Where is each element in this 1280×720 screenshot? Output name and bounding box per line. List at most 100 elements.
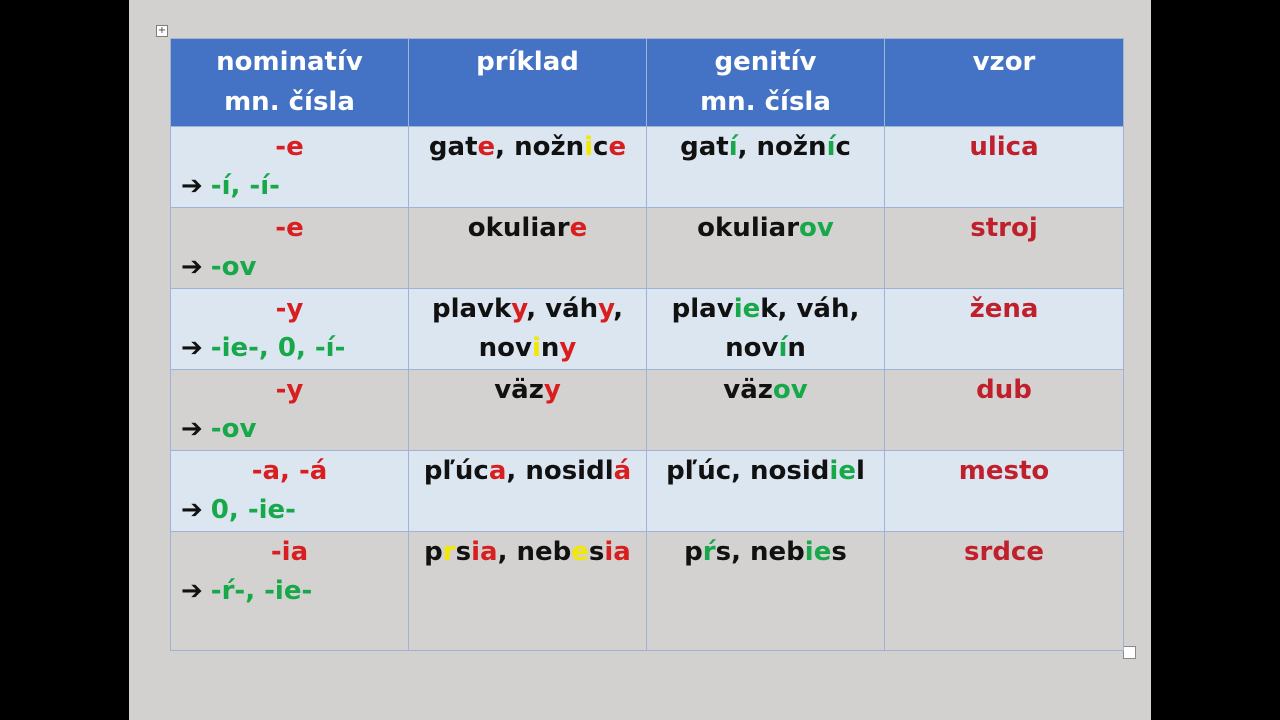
genitiv-ending: -ie-, 0, -í-: [210, 333, 346, 363]
genitiv-ending-line: ➔ -ie-, 0, -í-: [172, 329, 408, 368]
genitiv-ending-line: ➔ -ov: [172, 248, 408, 287]
table-row: -a, -á ➔ 0, -ie-pľúca, nosidlá pľúc, nosidi…: [170, 450, 1124, 532]
genitiv-line: pľúc, nosidiel: [648, 452, 884, 491]
priklad-cell: väzy: [408, 369, 647, 451]
nominativ-cell: -ia ➔ -ŕ-, -ie-: [170, 531, 409, 651]
genitiv-ending-highlight: í: [778, 333, 788, 363]
vzor-cell-content: žena: [886, 290, 1123, 330]
genitiv-cell: plaviek, váh, novín: [646, 288, 885, 370]
genitiv-ending: -ov: [210, 414, 257, 444]
priklad-ending-highlight: e: [571, 537, 589, 567]
genitiv-ending-highlight: ov: [799, 213, 834, 243]
genitiv-ending: 0, -ie-: [210, 495, 296, 525]
vzor-cell: stroj: [884, 207, 1124, 289]
priklad-cell: okuliare: [408, 207, 647, 289]
priklad-cell-content: plavky, váhy, noviny: [410, 290, 646, 369]
priklad-stem: gat: [428, 132, 478, 162]
nominativ-cell-content: -a, -á ➔ 0, -ie-: [172, 452, 408, 531]
priklad-stem: nov: [478, 333, 532, 363]
vzor-cell-content: mesto: [886, 452, 1123, 492]
vzor-word: mesto: [958, 456, 1050, 486]
vzor-cell: ulica: [884, 126, 1124, 208]
genitiv-ending-highlight: ov: [772, 375, 808, 405]
priklad-line: noviny: [410, 329, 646, 368]
arrow-icon: ➔: [181, 171, 203, 201]
genitiv-stem: plav: [671, 294, 734, 324]
table-move-handle-icon[interactable]: +: [156, 25, 168, 37]
priklad-stem: , váh: [526, 294, 599, 324]
nominativ-cell: -y ➔ -ov: [170, 369, 409, 451]
genitiv-cell-content: pŕs, nebies: [648, 533, 884, 573]
priklad-ending-highlight: y: [543, 375, 561, 405]
header-genitiv-line2: mn. čísla: [700, 87, 831, 117]
genitiv-cell: pŕs, nebies: [646, 531, 885, 651]
nominativ-cell-content: -y ➔ -ov: [172, 371, 408, 450]
nominativ-ending: -a, -á: [251, 456, 328, 486]
genitiv-ending-line: ➔ -ŕ-, -ie-: [172, 572, 408, 611]
nominativ-cell-content: -y ➔ -ie-, 0, -í-: [172, 290, 408, 369]
priklad-ending-highlight: r: [442, 537, 456, 567]
genitiv-cell: okuliarov: [646, 207, 885, 289]
table-header-row: nominatív mn. čísla príklad genitív mn. …: [170, 38, 1124, 127]
genitiv-stem: s, neb: [715, 537, 805, 567]
priklad-ending-highlight: y: [598, 294, 614, 324]
vzor-cell-content: ulica: [886, 128, 1123, 168]
genitiv-stem: okuliar: [697, 213, 800, 243]
priklad-stem: c: [593, 132, 609, 162]
priklad-stem: , nosidl: [506, 456, 614, 486]
genitiv-line: novín: [648, 329, 884, 368]
genitiv-stem: s: [831, 537, 847, 567]
table-resize-handle-icon[interactable]: [1123, 646, 1136, 659]
nominativ-cell: -a, -á ➔ 0, -ie-: [170, 450, 409, 532]
genitiv-ending-highlight: ie: [733, 294, 761, 324]
priklad-cell-content: gate, nožnice: [410, 128, 646, 168]
priklad-ending-highlight: y: [511, 294, 527, 324]
priklad-stem: pľúc: [423, 456, 489, 486]
priklad-line: väzy: [410, 371, 646, 410]
genitiv-cell-content: pľúc, nosidiel: [648, 452, 884, 492]
priklad-ending-highlight: i: [531, 333, 541, 363]
header-genitiv: genitív mn. čísla: [646, 38, 885, 127]
genitiv-stem: gat: [680, 132, 729, 162]
priklad-ending-highlight: ia: [471, 537, 498, 567]
genitiv-line: plaviek, váh,: [648, 290, 884, 329]
priklad-stem: , nožn: [495, 132, 585, 162]
nominativ-cell-content: -ia ➔ -ŕ-, -ie-: [172, 533, 408, 612]
priklad-cell-content: pľúca, nosidlá: [410, 452, 646, 492]
vzor-word: dub: [976, 375, 1032, 405]
table-body: -e ➔ -í, -í-gate, nožnice gatí, nožníc ulica…: [170, 126, 1124, 651]
genitiv-cell-content: väzov: [648, 371, 884, 411]
arrow-icon: ➔: [181, 414, 203, 444]
genitiv-ending-highlight: í: [728, 132, 738, 162]
arrow-icon: ➔: [181, 252, 203, 282]
nominativ-ending: -e: [275, 213, 304, 243]
genitiv-line: gatí, nožníc: [648, 128, 884, 167]
vzor-cell-content: srdce: [886, 533, 1123, 573]
priklad-ending-highlight: y: [559, 333, 577, 363]
genitiv-stem: väz: [723, 375, 773, 405]
table-row: -e ➔ -í, -í-gate, nožnice gatí, nožníc ulica: [170, 126, 1124, 208]
priklad-stem: n: [540, 333, 560, 363]
header-nominativ-line2: mn. čísla: [224, 87, 355, 117]
genitiv-stem: pľúc, nosid: [666, 456, 830, 486]
header-nominativ-line1: nominatív: [216, 47, 363, 77]
genitiv-ending-highlight: ie: [804, 537, 832, 567]
priklad-cell: pľúca, nosidlá: [408, 450, 647, 532]
genitiv-stem: l: [855, 456, 865, 486]
genitiv-ending-line: ➔ 0, -ie-: [172, 491, 408, 530]
genitiv-stem: n: [787, 333, 806, 363]
genitiv-ending: -ŕ-, -ie-: [210, 576, 313, 606]
genitiv-ending-line: ➔ -ov: [172, 410, 408, 449]
priklad-stem: plavk: [431, 294, 512, 324]
nominativ-cell: -e ➔ -ov: [170, 207, 409, 289]
genitiv-cell-content: plaviek, váh, novín: [648, 290, 884, 369]
genitiv-ending-line: ➔ -í, -í-: [172, 167, 408, 206]
genitiv-line: pŕs, nebies: [648, 533, 884, 572]
priklad-ending-highlight: e: [569, 213, 588, 243]
vzor-cell: dub: [884, 369, 1124, 451]
genitiv-cell: väzov: [646, 369, 885, 451]
header-nominativ: nominatív mn. čísla: [170, 38, 409, 127]
priklad-cell: plavky, váhy, noviny: [408, 288, 647, 370]
vzor-cell-content: stroj: [886, 209, 1123, 249]
header-genitiv-line1: genitív: [714, 47, 817, 77]
